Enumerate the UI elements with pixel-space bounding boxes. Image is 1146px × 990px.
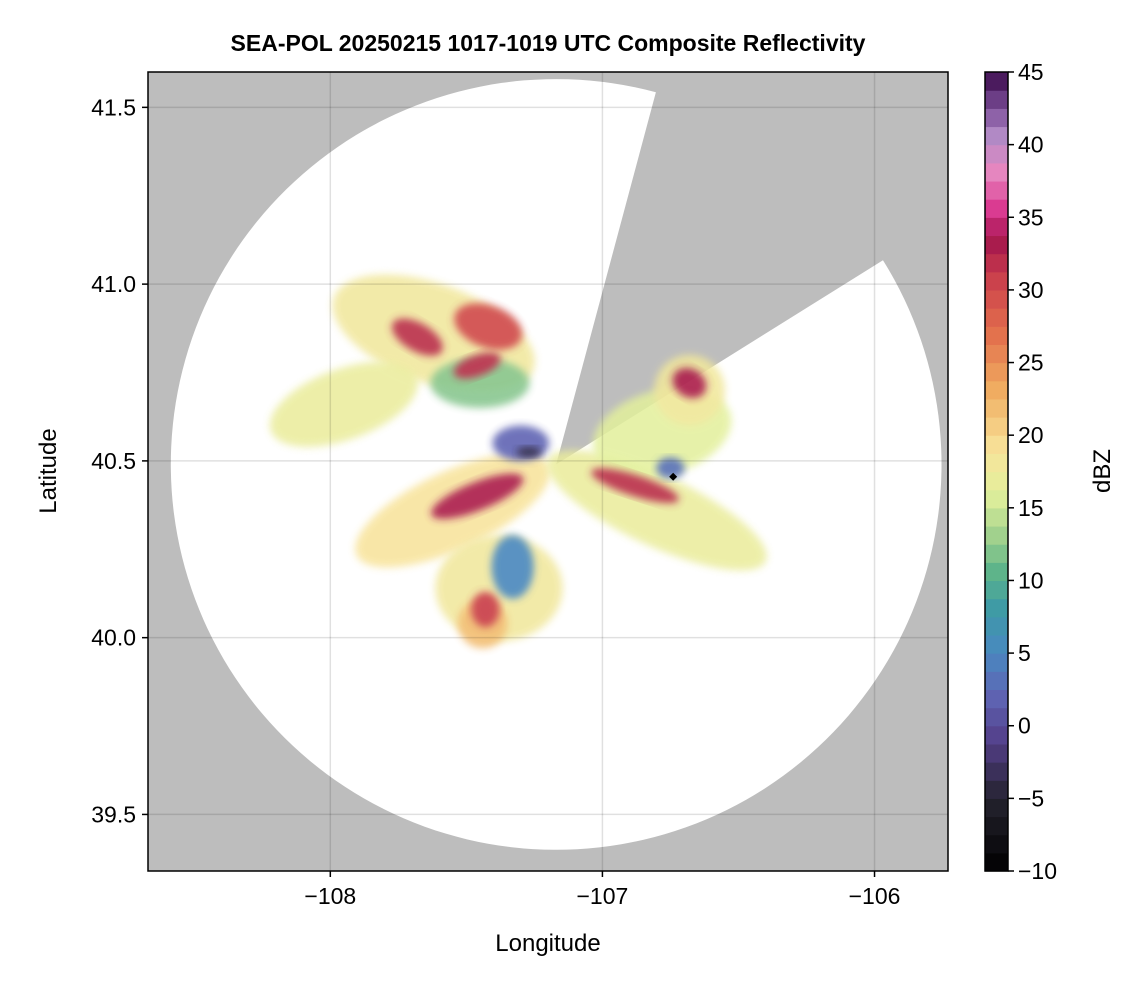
- colorbar-segment: [985, 199, 1008, 218]
- colorbar-segment: [985, 762, 1008, 781]
- colorbar-segment: [985, 417, 1008, 436]
- plot-frame: [147, 71, 949, 872]
- echo-region: [516, 446, 542, 458]
- y-tick-label: 40.0: [91, 625, 136, 651]
- echo-region: [453, 352, 501, 379]
- colorbar-tick-label: 40: [1018, 132, 1044, 158]
- echo-region: [391, 318, 443, 356]
- colorbar-segment: [985, 344, 1008, 364]
- colorbar-segment: [985, 598, 1008, 618]
- colorbar-segment: [985, 852, 1008, 872]
- colorbar-segment: [985, 544, 1008, 563]
- reflectivity-echoes: [269, 274, 767, 649]
- colorbar-segment: [985, 126, 1008, 146]
- colorbar-segment: [985, 780, 1008, 799]
- colorbar-segment: [985, 453, 1008, 473]
- colorbar-segment: [985, 707, 1008, 727]
- colorbar-segment: [985, 308, 1008, 327]
- colorbar-tick-label: 30: [1018, 277, 1044, 303]
- echo-region: [454, 303, 523, 350]
- colorbar-tick-label: 0: [1018, 713, 1031, 739]
- colorbar-tick-label: 5: [1018, 640, 1031, 666]
- echo-region: [491, 535, 534, 599]
- colorbar-tick-label: 25: [1018, 350, 1044, 376]
- y-tick-label: 40.5: [91, 448, 136, 474]
- colorbar-segment: [985, 235, 1008, 255]
- echo-region: [269, 361, 418, 447]
- y-tick-label: 39.5: [91, 801, 136, 827]
- colorbar-segment: [985, 362, 1008, 382]
- echo-region: [471, 591, 500, 628]
- echo-region: [591, 468, 679, 504]
- x-axis: −108 −107 −106: [304, 871, 900, 909]
- colorbar-segment: [985, 689, 1008, 709]
- colorbar-tick-label: 45: [1018, 59, 1044, 85]
- colorbar-segment: [985, 435, 1008, 454]
- colorbar-frame: [984, 71, 1009, 872]
- colorbar-segment: [985, 162, 1008, 182]
- grid: [148, 72, 948, 871]
- colorbar-segment: [985, 489, 1008, 509]
- colorbar-segment: [985, 834, 1008, 854]
- colorbar-segment: [985, 816, 1008, 836]
- colorbar-tick-label: 35: [1018, 204, 1044, 230]
- x-tick-label: −107: [577, 883, 629, 909]
- colorbar-segment: [985, 525, 1008, 545]
- colorbar-segment: [985, 217, 1008, 237]
- colorbar-segment: [985, 580, 1008, 600]
- colorbar-segment: [985, 326, 1008, 345]
- colorbar-segment: [985, 507, 1008, 527]
- colorbar-segment: [985, 253, 1008, 273]
- colorbar-segment: [985, 380, 1008, 400]
- colorbar-segment: [985, 653, 1008, 672]
- colorbar-segment: [985, 72, 1008, 91]
- y-tick-label: 41.0: [91, 271, 136, 297]
- echo-region: [672, 368, 707, 399]
- colorbar: −10 −5 0 5 10 15 20 25 30 35 40 45: [984, 59, 1057, 884]
- radar-coverage: [170, 79, 942, 850]
- colorbar-tick-label: −10: [1018, 858, 1057, 884]
- colorbar-tick-label: 20: [1018, 422, 1044, 448]
- y-axis: 39.5 40.0 40.5 41.0 41.5: [91, 94, 148, 827]
- x-tick-label: −106: [849, 883, 901, 909]
- x-axis-label: Longitude: [495, 930, 600, 957]
- y-axis-label: Latitude: [35, 428, 62, 513]
- colorbar-label: dBZ: [1089, 449, 1116, 493]
- colorbar-segment: [985, 798, 1008, 818]
- colorbar-segment: [985, 616, 1008, 636]
- y-tick-label: 41.5: [91, 94, 136, 120]
- colorbar-segment: [985, 671, 1008, 691]
- colorbar-tick-label: 10: [1018, 567, 1044, 593]
- colorbar-segment: [985, 271, 1008, 291]
- colorbar-tick-label: 15: [1018, 495, 1044, 521]
- colorbar-segment: [985, 144, 1008, 164]
- echo-region: [431, 473, 524, 519]
- colorbar-segment: [985, 289, 1008, 309]
- x-tick-label: −108: [304, 883, 356, 909]
- station-marker: [669, 472, 678, 481]
- colorbar-segment: [985, 471, 1008, 491]
- colorbar-segment: [985, 398, 1008, 418]
- colorbar-segment: [985, 725, 1008, 745]
- colorbar-segment: [985, 743, 1008, 763]
- colorbar-segment: [985, 180, 1008, 200]
- colorbar-segment: [985, 562, 1008, 582]
- echo-region: [656, 457, 685, 479]
- colorbar-segment: [985, 90, 1008, 109]
- colorbar-segment: [985, 634, 1008, 654]
- colorbar-segment: [985, 108, 1008, 128]
- chart-title: SEA-POL 20250215 1017-1019 UTC Composite…: [230, 30, 866, 56]
- colorbar-tick-label: −5: [1018, 785, 1044, 811]
